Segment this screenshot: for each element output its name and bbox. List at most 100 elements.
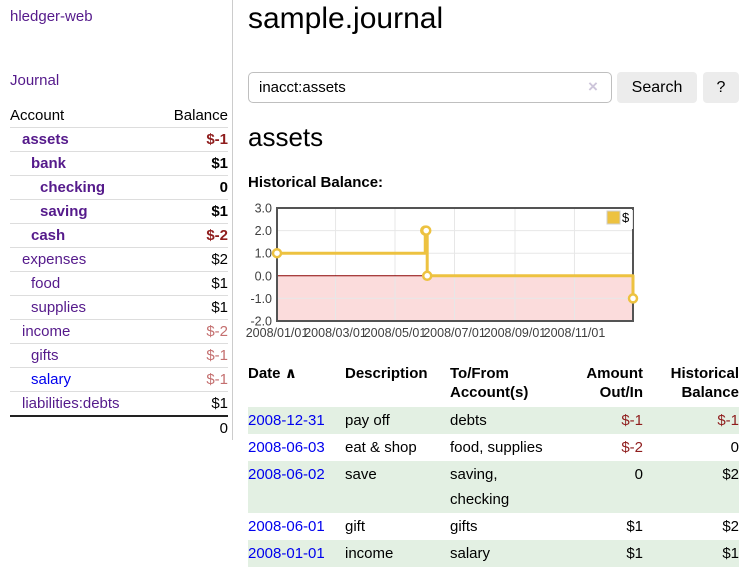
brand-link[interactable]: hledger-web [10,8,93,25]
account-balance: $1 [211,299,228,316]
y-axis-tick-label: 1.0 [255,247,272,261]
legend-swatch [606,210,621,225]
account-row: liabilities:debts $1 [10,391,228,415]
transaction-row[interactable]: 2008-06-02 save saving, checking 0 $2 [248,461,739,513]
x-axis-tick-label: 2008/09/01 [484,326,547,340]
search-form: × Search ? [248,72,739,103]
account-link[interactable]: bank [31,155,67,172]
account-link[interactable]: salary [31,371,72,388]
transaction-description: gift [345,518,366,535]
account-link[interactable]: gifts [31,347,59,364]
account-link[interactable]: assets [22,131,69,148]
x-axis-tick-label: 2008/01/01 [246,326,309,340]
transaction-amount: $-1 [554,407,643,434]
accounts-total-row: 0 [10,415,228,440]
chart-title: Historical Balance: [248,174,384,191]
account-link[interactable]: supplies [31,299,87,316]
transaction-description: eat & shop [345,439,417,456]
account-row: expenses $2 [10,247,228,271]
account-link[interactable]: expenses [22,251,87,268]
sort-ascending-icon: ∧ [284,365,297,382]
column-header-accounts[interactable]: To/From Account(s) [450,365,529,401]
transaction-date-link[interactable]: 2008-01-01 [248,545,325,562]
transaction-amount: $1 [554,540,643,567]
transaction-accounts: salary [450,540,554,567]
accounts-table-header: Account Balance [10,104,228,127]
account-row: gifts $-1 [10,343,228,367]
account-column-header: Account [10,107,65,124]
account-link[interactable]: liabilities:debts [22,395,120,412]
accounts-total-value: 0 [219,420,228,437]
account-balance: $2 [211,251,228,268]
transaction-date-link[interactable]: 2008-06-02 [248,466,325,483]
transaction-accounts: gifts [450,518,478,535]
transaction-accounts: debts [450,407,554,434]
data-point-marker [420,225,432,236]
transaction-description: income [345,540,450,567]
transaction-accounts: food, supplies [450,439,543,456]
account-balance: $-2 [206,323,228,340]
account-row: saving $1 [10,199,228,223]
transaction-accounts: saving, checking [450,461,554,513]
y-axis-tick-label: 2.0 [255,224,272,238]
transaction-date-link[interactable]: 2008-12-31 [248,412,325,429]
search-button[interactable]: Search [617,72,697,103]
column-header-amount[interactable]: Amount Out/In [586,365,643,401]
column-header-date[interactable]: Date ∧ [248,365,297,382]
help-button[interactable]: ? [703,72,739,103]
account-heading: assets [248,122,324,152]
account-balance: $1 [211,395,228,412]
transaction-date-link[interactable]: 2008-06-03 [248,439,325,456]
x-axis-tick-label: 2008/03/01 [304,326,367,340]
y-axis-tick-label: 0.0 [255,269,272,283]
x-axis-tick-label: 2008/11/01 [544,326,606,340]
transaction-amount: $1 [626,518,643,535]
y-axis-tick-label: 3.0 [255,202,272,216]
transaction-balance: $2 [722,518,739,535]
account-balance: $-2 [206,227,228,244]
x-axis-tick-label: 2008/05/01 [364,326,427,340]
data-point-marker [421,270,433,282]
y-axis-tick-label: -2.0 [250,315,272,329]
transaction-date-link[interactable]: 2008-06-01 [248,518,325,535]
historical-balance-chart: 3.0 2.0 1.0 0.0 -1.0 -2.02008/01/012008/03/01… [246,202,639,340]
search-input[interactable] [248,72,612,103]
account-row: bank $1 [10,151,228,175]
account-link[interactable]: cash [31,227,66,244]
page-title: sample.journal [248,2,444,35]
accounts-table: Account Balance assets $-1 bank $1 check… [10,104,228,440]
sidebar-item-journal[interactable]: Journal [10,72,60,89]
account-row: salary $-1 [10,367,228,391]
account-link[interactable]: food [31,275,61,292]
account-link[interactable]: saving [40,203,88,220]
transaction-balance: 0 [730,439,739,456]
data-point-marker [627,293,639,304]
account-balance: $1 [211,275,228,292]
sidebar: hledger-web Journal Account Balance asse… [0,0,233,440]
transaction-description: save [345,461,450,513]
register-header-row: Date ∧ Description To/From Account(s) Am… [248,364,739,407]
account-row: checking 0 [10,175,228,199]
account-balance: $1 [211,155,228,172]
account-balance: $1 [211,203,228,220]
register-table: Date ∧ Description To/From Account(s) Am… [248,364,739,567]
account-link[interactable]: checking [40,179,106,196]
column-header-balance[interactable]: Historical Balance [670,365,739,401]
data-point-marker [271,247,283,259]
transaction-row[interactable]: 2008-06-01 gift gifts $1 $2 [248,513,739,540]
account-row: cash $-2 [10,223,228,247]
account-row: food $1 [10,271,228,295]
transaction-description: pay off [345,407,450,434]
transaction-row[interactable]: 2008-12-31 pay off debts $-1 $-1 [248,407,739,434]
account-link[interactable]: income [22,323,71,340]
x-axis-tick-label: 2008/07/01 [423,326,486,340]
account-balance: $-1 [206,347,228,364]
column-header-description[interactable]: Description [345,365,428,382]
account-row: supplies $1 [10,295,228,319]
clear-search-icon[interactable]: × [588,77,598,96]
transaction-row[interactable]: 2008-01-01 income salary $1 $1 [248,540,739,567]
transaction-balance: $2 [643,461,739,513]
transaction-row[interactable]: 2008-06-03 eat & shop food, supplies $-2… [248,434,739,461]
y-axis-tick-label: -1.0 [250,292,272,306]
legend-label: $ [622,210,630,225]
